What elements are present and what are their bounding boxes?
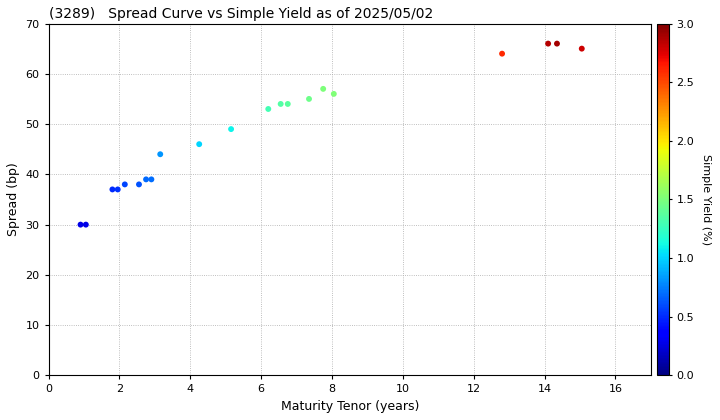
Point xyxy=(318,86,329,92)
Point xyxy=(496,50,508,57)
Point xyxy=(75,221,86,228)
Point xyxy=(542,40,554,47)
Point xyxy=(263,105,274,112)
Point xyxy=(155,151,166,158)
Point xyxy=(119,181,130,188)
Point xyxy=(303,96,315,102)
Point xyxy=(112,186,124,193)
Point xyxy=(140,176,152,183)
Text: (3289)   Spread Curve vs Simple Yield as of 2025/05/02: (3289) Spread Curve vs Simple Yield as o… xyxy=(49,7,433,21)
Point xyxy=(576,45,588,52)
Point xyxy=(275,101,287,108)
Point xyxy=(133,181,145,188)
Point xyxy=(225,126,237,132)
Y-axis label: Simple Yield (%): Simple Yield (%) xyxy=(701,154,711,245)
Point xyxy=(145,176,157,183)
X-axis label: Maturity Tenor (years): Maturity Tenor (years) xyxy=(281,400,419,413)
Y-axis label: Spread (bp): Spread (bp) xyxy=(7,163,20,236)
Point xyxy=(107,186,118,193)
Point xyxy=(552,40,563,47)
Point xyxy=(194,141,205,147)
Point xyxy=(282,101,294,108)
Point xyxy=(328,91,340,97)
Point xyxy=(80,221,91,228)
